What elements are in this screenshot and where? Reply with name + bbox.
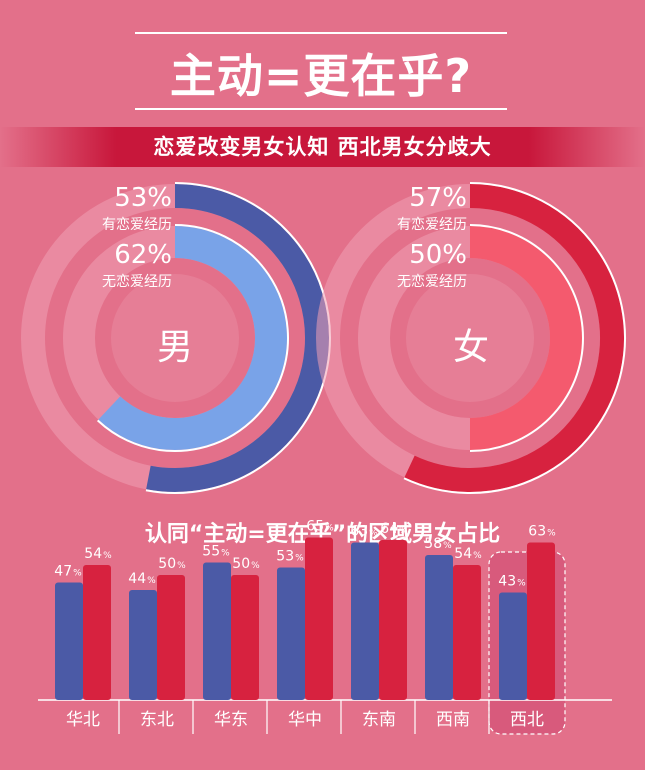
bar-male-0 [55, 582, 83, 700]
bar-female-label-2: 50% [232, 556, 260, 572]
bar-male-label-3: 53% [276, 549, 304, 565]
female-center-label: 女 [452, 327, 489, 368]
female-outer-label: 有恋爱经历 [397, 217, 467, 233]
female-inner-pct: 50% [409, 240, 467, 270]
female-outer-pct: 57% [409, 183, 467, 213]
bar-male-6 [499, 592, 527, 700]
subtitle-band: 恋爱改变男女认知 西北男女分歧大 [0, 127, 645, 167]
bar-male-label-2: 55% [202, 544, 230, 560]
bar-female-6 [527, 542, 555, 700]
bar-female-label-4: 64% [380, 521, 408, 537]
male-inner-arc [98, 226, 287, 450]
bar-female-1 [157, 575, 185, 700]
bar-male-5 [425, 555, 453, 700]
ring-charts [21, 182, 626, 494]
male-outer-label: 有恋爱经历 [102, 217, 172, 233]
title-block: 主动=更在乎? [135, 32, 507, 110]
female-inner-edge [469, 224, 584, 452]
bar-male-label-5: 58% [424, 536, 452, 552]
bar-female-label-1: 50% [158, 556, 186, 572]
female-inner-arc [469, 226, 582, 450]
category-label-2: 华东 [214, 710, 248, 730]
male-inner-edge [96, 224, 289, 452]
bar-female-0 [83, 565, 111, 700]
category-label-3: 华中 [288, 710, 322, 730]
category-label-1: 东北 [140, 710, 174, 730]
bar-female-label-3: 65% [306, 519, 334, 535]
bar-male-label-4: 63% [350, 524, 378, 540]
bar-female-2 [231, 575, 259, 700]
bar-male-4 [351, 542, 379, 700]
bar-male-1 [129, 590, 157, 700]
category-label-6: 西北 [510, 710, 544, 730]
bar-female-5 [453, 565, 481, 700]
category-label-5: 西南 [436, 710, 470, 730]
male-outer-arc [146, 184, 329, 492]
bar-male-label-1: 44% [128, 571, 156, 587]
male-center-label: 男 [156, 327, 193, 368]
female-outer-edge [403, 182, 626, 494]
male-inner-pct: 62% [114, 240, 172, 270]
bar-female-label-6: 63% [528, 524, 556, 540]
category-label-0: 华北 [66, 710, 100, 730]
female-outer-arc [404, 184, 624, 492]
bar-female-label-5: 54% [454, 546, 482, 562]
title-top-rule [135, 32, 507, 34]
male-inner-label: 无恋爱经历 [102, 274, 172, 290]
bar-female-4 [379, 540, 407, 700]
category-label-4: 东南 [362, 710, 396, 730]
page-title: 主动=更在乎? [169, 49, 473, 103]
male-center-disc [111, 274, 239, 402]
subtitle: 恋爱改变男女认知 西北男女分歧大 [153, 135, 492, 159]
bar-female-label-0: 54% [84, 546, 112, 562]
bar-male-2 [203, 562, 231, 700]
female-ring-group [316, 182, 626, 494]
title-bottom-rule [135, 108, 507, 110]
bar-male-3 [277, 567, 305, 700]
male-outer-pct: 53% [114, 183, 172, 213]
bar-female-3 [305, 537, 333, 700]
female-inner-label: 无恋爱经历 [397, 274, 467, 290]
bar-male-label-0: 47% [54, 564, 82, 580]
female-center-disc [406, 274, 534, 402]
